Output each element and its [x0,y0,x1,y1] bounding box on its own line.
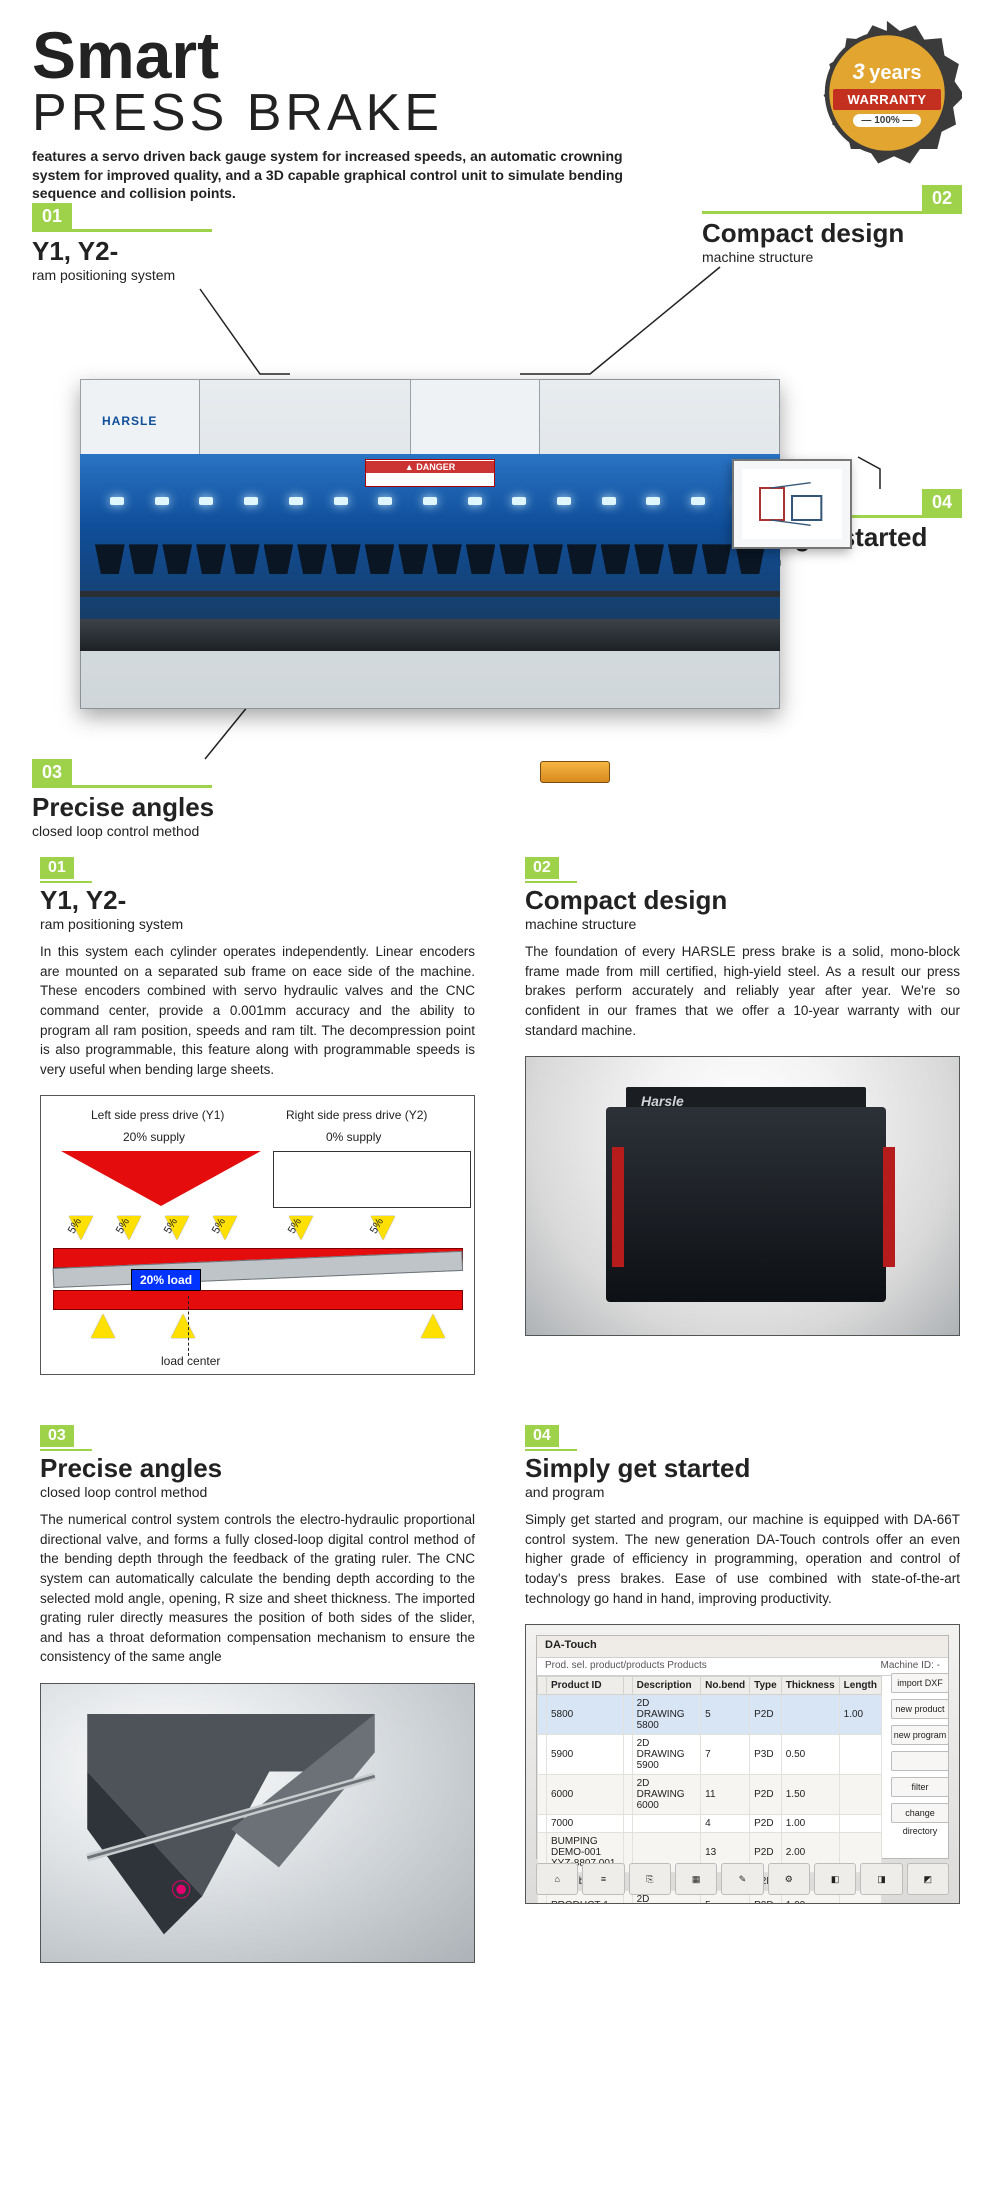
detail-grid: 01 Y1, Y2- ram positioning system In thi… [0,829,1000,2002]
card-03: 03 Precise angles closed loop control me… [40,1425,475,1963]
callout-01-sub: ram positioning system [32,267,212,283]
screen-bottom-icon[interactable]: ⌂ [536,1863,578,1895]
card-02-body: The foundation of every HARSLE press bra… [525,942,960,1040]
card-03-sub: closed loop control method [40,1484,475,1500]
callout-02: 02 Compact design machine structure [702,185,962,265]
card-01-body: In this system each cylinder operates in… [40,942,475,1079]
screen-side-button[interactable]: new product [891,1699,949,1719]
badge-ribbon: — 100% — [853,114,920,127]
card-02-sub: machine structure [525,916,960,932]
callout-02-title: Compact design [702,218,962,249]
screen-bottom-icon[interactable]: ◧ [814,1863,856,1895]
callout-02-sub: machine structure [702,249,962,265]
callout-03-title: Precise angles [32,792,214,823]
card-03-image [40,1683,475,1963]
d1-load-tag: 20% load [131,1269,201,1291]
screen-side-button[interactable]: filter [891,1777,949,1797]
screen-bottom-icon[interactable]: ⚙ [768,1863,810,1895]
screen-title: DA-Touch [537,1636,948,1658]
danger-label [365,459,495,487]
screen-subtitle-left: Prod. sel. product/products Products [545,1660,707,1671]
card-01-diagram: Left side press drive (Y1) Right side pr… [40,1095,475,1375]
hero-figure: 01 Y1, Y2- ram positioning system 02 Com… [0,209,1000,829]
hero: 3 years WARRANTY — 100% — Smart PRESS BR… [0,0,1000,203]
screen-bottom-icon[interactable]: ⎘ [629,1863,671,1895]
callout-03-sub: closed loop control method [32,823,214,839]
d1-load-center: load center [161,1354,220,1368]
card-01: 01 Y1, Y2- ram positioning system In thi… [40,857,475,1375]
screen-side-button[interactable]: import DXF [891,1673,949,1693]
card-04-sub: and program [525,1484,960,1500]
card-01-sub: ram positioning system [40,916,475,932]
screen-bottom-icon[interactable]: ✎ [721,1863,763,1895]
callout-01: 01 Y1, Y2- ram positioning system [32,203,212,283]
card-04-body: Simply get started and program, our mach… [525,1510,960,1608]
machine-illustration: HARSLE [80,319,860,759]
intro-text: features a servo driven back gauge syste… [32,147,652,204]
screen-bottom-icon[interactable]: ≡ [582,1863,624,1895]
card-04-title: Simply get started [525,1453,960,1484]
card-03-title: Precise angles [40,1453,475,1484]
d1-supply-left: 20% supply [123,1130,185,1144]
callout-04-num: 04 [922,489,962,516]
screen-bottom-icon[interactable]: ◨ [860,1863,902,1895]
d1-label-right: Right side press drive (Y2) [286,1108,427,1122]
warranty-badge: 3 years WARRANTY — 100% — [812,18,962,168]
card-04: 04 Simply get started and program Simply… [525,1425,960,1963]
screen-subtitle-right: Machine ID: - [881,1660,940,1671]
callout-01-num: 01 [32,203,72,230]
card-04-num: 04 [525,1425,559,1447]
card-03-num: 03 [40,1425,74,1447]
card-02-image: Harsle [525,1056,960,1336]
card-02: 02 Compact design machine structure The … [525,857,960,1375]
screen-side-button[interactable]: new program [891,1725,949,1745]
card-02-num: 02 [525,857,559,879]
d1-supply-right: 0% supply [326,1130,381,1144]
badge-warranty-bar: WARRANTY [833,89,940,110]
callout-01-title: Y1, Y2- [32,236,212,267]
card-01-title: Y1, Y2- [40,885,475,916]
d1-label-left: Left side press drive (Y1) [91,1108,224,1122]
badge-years-word: years [869,62,921,84]
card-04-screen: DA-Touch Prod. sel. product/products Pro… [525,1624,960,1904]
callout-03: 03 Precise angles closed loop control me… [32,759,214,839]
screen-side-buttons: import DXF new product new program filter ch… [891,1673,949,1829]
card-03-body: The numerical control system controls th… [40,1510,475,1667]
screen-bottom-bar: ⌂≡⎘▦✎⚙◧◨◩ [536,1863,949,1895]
card-01-num: 01 [40,857,74,879]
screen-bottom-icon[interactable]: ◩ [907,1863,949,1895]
machine-control-screen [732,459,852,549]
machine-logo: HARSLE [102,414,157,428]
screen-side-button[interactable]: change directory [891,1803,949,1823]
callout-03-num: 03 [32,759,72,786]
badge-years-number: 3 [853,59,865,84]
callout-02-num: 02 [922,185,962,212]
screen-side-button[interactable] [891,1751,949,1771]
card-02-title: Compact design [525,885,960,916]
foot-pedal [540,761,610,783]
screen-bottom-icon[interactable]: ▦ [675,1863,717,1895]
